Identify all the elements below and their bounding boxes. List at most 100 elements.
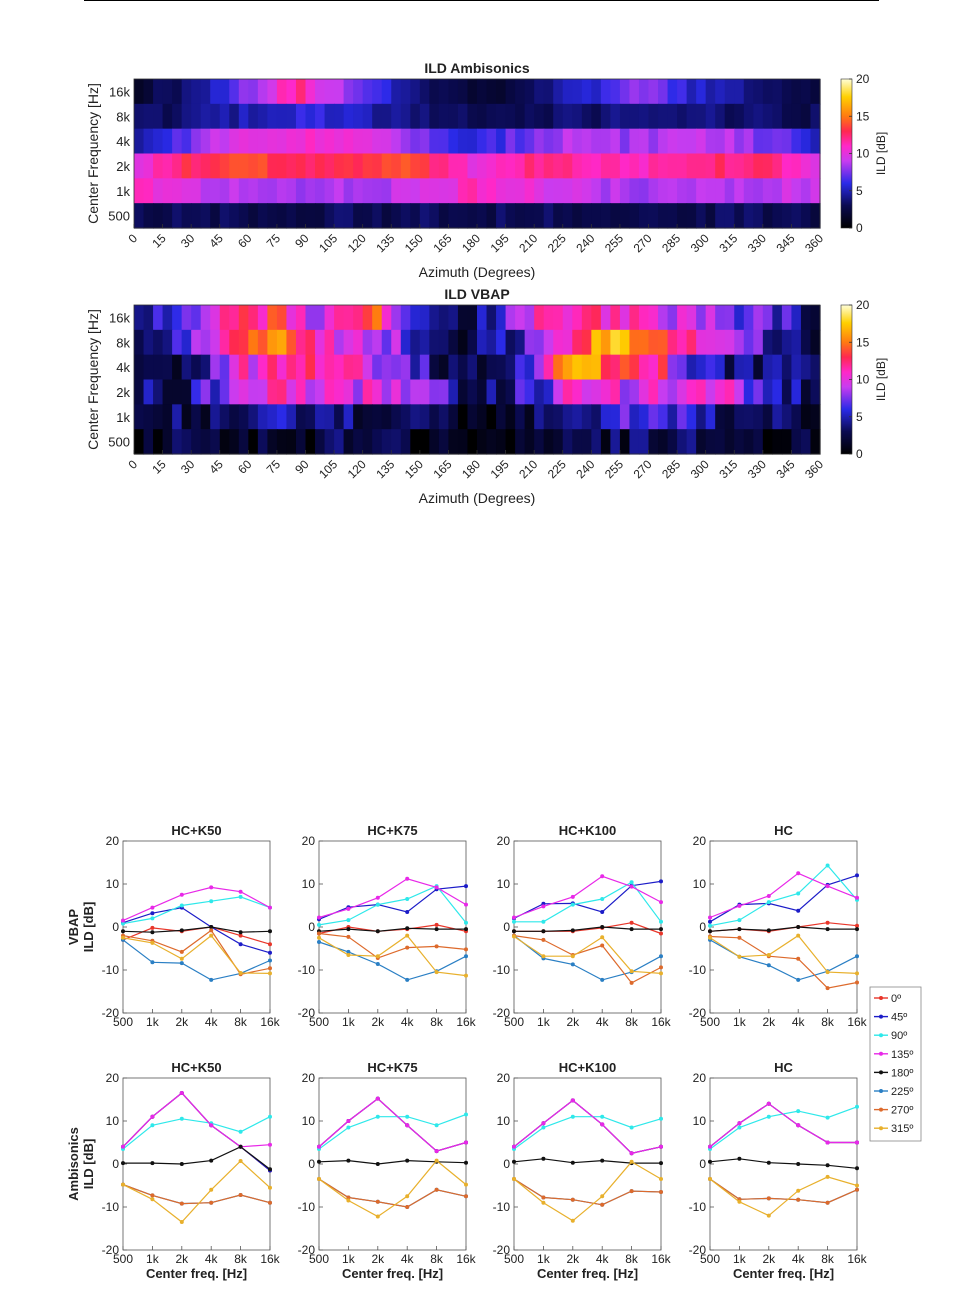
heatmap-cell [553,203,564,229]
heatmap-cell [591,329,602,356]
heatmap-cell [524,429,535,455]
heatmap-cell [724,178,735,204]
heatmap-cell [791,404,802,430]
data-point [796,891,801,896]
heatmap-cell [686,178,697,204]
heatmap-cell [610,354,621,381]
data-point [629,1189,634,1194]
heatmap-cell [295,178,307,204]
data-point [121,1182,125,1187]
heatmap-cell [143,354,154,381]
legend-label: 135º [891,1049,913,1061]
heatmap-cell [143,379,154,405]
data-point [570,928,575,933]
heatmap-cell [600,203,611,229]
data-point [317,915,321,920]
heatmap-cell [724,354,735,381]
heatmap-cell [219,103,230,130]
data-point [179,949,184,954]
heatmap-cell [410,329,421,356]
heatmap-cell [781,354,793,381]
data-point [317,935,321,940]
heatmap-cell [743,153,754,179]
data-point [150,960,155,965]
y-tick-label: 20 [106,834,120,848]
data-point [570,1160,575,1165]
series-line [122,1184,271,1205]
heatmap-cell [772,429,783,455]
series-line [122,1160,271,1223]
legend-label: 315º [891,1123,913,1135]
heatmap-cell [686,103,697,130]
heatmap-cell [553,79,564,105]
x-tick-label: 2k [566,1252,580,1266]
heatmap-cell [686,305,697,331]
heatmap-cell [477,429,488,455]
heatmap-cell [572,305,583,331]
heatmap-cell [572,178,583,204]
data-point [434,922,439,927]
heatmap-cell [724,153,735,179]
heatmap-cell [381,178,392,204]
heatmap-cell [781,178,793,204]
heatmap-cell [658,429,669,455]
data-point [796,1188,801,1193]
heatmap-cell [800,429,812,455]
heatmap-cell [267,103,278,130]
data-point [346,1125,351,1130]
x-tick-label: 315 [716,231,740,255]
heatmap-cell [267,79,278,105]
heatmap-cell [715,329,726,356]
heatmap-cell [800,128,812,155]
y-tick-label: 2k [116,159,130,174]
heatmap-cell [181,103,192,130]
data-point [238,1159,243,1163]
heatmap-cell [715,305,726,331]
row-label-line: VBAP [66,909,81,945]
series-line [513,1116,662,1150]
heatmap-cell [505,79,516,105]
data-point [825,1140,830,1145]
heatmap-cell [562,103,573,130]
data-point [796,871,801,876]
colorbar-tick-label: 15 [856,335,870,349]
data-point [150,1123,155,1128]
data-point [855,980,859,985]
heatmap-cell [257,429,268,455]
x-tick-label: 4k [205,1252,219,1266]
heatmap-cell [581,404,592,430]
heatmap-cell [743,103,754,130]
heatmap-cell [629,128,640,155]
heatmap-cell [486,203,497,229]
y-tick-label: 1k [116,410,130,425]
y-tick-label: 500 [108,209,130,224]
heatmap-cell [181,128,192,155]
series-line [318,1159,467,1218]
heatmap-cell [610,429,621,455]
heatmap-cell [762,178,773,204]
heatmap-cell [619,404,631,430]
heatmap-cell [581,354,592,381]
heatmap-cell [772,203,783,229]
heatmap-cell [343,203,354,229]
heatmap-cell [448,103,459,130]
heatmap-cell [143,429,154,455]
heatmap-cell [600,103,611,130]
heatmap-cell [381,103,392,130]
heatmap-cell [772,178,783,204]
heatmap-cell [343,103,354,130]
heatmap-cell [324,354,335,381]
heatmap-cell [353,429,364,455]
heatmap-cell [610,203,621,229]
heatmap-cell [181,178,192,204]
heatmap-cell [810,329,821,356]
heatmap-cell [562,79,573,105]
data-point [346,906,351,911]
data-point [855,954,859,959]
heatmap-cell [686,203,697,229]
data-point [796,977,801,982]
heatmap-cell [134,329,145,356]
heatmap-cell [467,153,478,179]
heatmap-cell [191,429,202,455]
